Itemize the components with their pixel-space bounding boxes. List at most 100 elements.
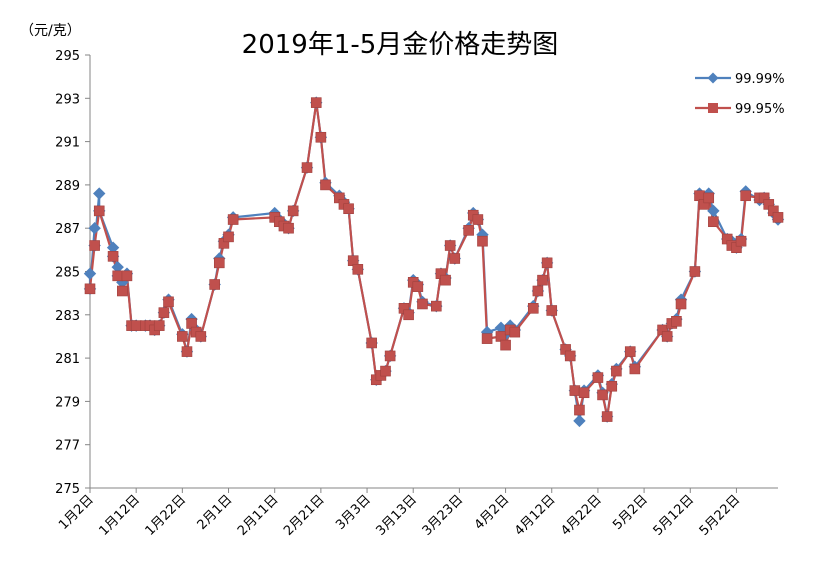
data-point-square: [661, 331, 673, 342]
data-point-square: [84, 283, 96, 295]
data-point-square: [740, 190, 751, 202]
y-tick-label: 277: [55, 439, 80, 454]
data-point-square: [592, 372, 604, 383]
data-point-square: [772, 212, 784, 223]
x-tick-label: 1月2日: [56, 492, 97, 533]
data-point-square: [578, 387, 590, 399]
data-point-square: [153, 320, 165, 331]
data-point-square: [611, 365, 622, 377]
data-point-square: [287, 205, 299, 217]
data-point-square: [403, 309, 414, 321]
data-point-square: [606, 380, 618, 392]
data-point-square: [223, 231, 234, 243]
data-point-square: [601, 411, 613, 422]
data-point-square: [163, 296, 174, 308]
legend: 99.99% 99.95%: [695, 72, 785, 117]
data-point-square: [181, 346, 193, 357]
data-point-square: [546, 305, 558, 316]
legend-label-0: 99.99%: [735, 72, 785, 87]
data-point-square: [343, 203, 354, 215]
series-line-0: [88, 101, 779, 422]
data-point-square: [527, 303, 539, 314]
x-tick-label: 5月22日: [697, 492, 744, 539]
data-point-square: [449, 253, 461, 264]
axes: 275 277 279 281 283 285 287 289 291 293 295 1月2日 1月1…: [55, 49, 778, 539]
data-point-square: [500, 339, 511, 351]
data-point-square: [624, 346, 636, 357]
data-point-square: [380, 365, 391, 377]
y-unit-label: （元/克）: [20, 23, 81, 39]
data-point-square: [708, 216, 719, 228]
x-tick-label: 5月12日: [651, 492, 698, 539]
data-point-square: [444, 240, 456, 251]
data-point-diamond: [573, 414, 586, 428]
series-markers: [83, 96, 785, 428]
data-point-square: [689, 266, 701, 277]
data-point-square: [195, 331, 207, 342]
data-point-square: [366, 337, 377, 349]
x-tick-label: 3月13日: [374, 492, 421, 539]
data-point-square: [107, 251, 119, 262]
y-tick-label: 281: [55, 352, 80, 367]
x-tick-label: 1月22日: [143, 492, 190, 539]
y-tick-label: 293: [55, 92, 80, 107]
data-point-square: [417, 298, 428, 310]
data-point-square: [597, 389, 608, 401]
data-point-square: [629, 363, 641, 375]
data-point-square: [158, 307, 170, 318]
data-point-square: [384, 350, 396, 362]
x-tick-label: 2月21日: [281, 492, 328, 539]
data-point-square: [431, 300, 442, 312]
y-tick-label: 291: [55, 136, 80, 151]
data-point-square: [703, 192, 715, 204]
data-point-square: [472, 214, 484, 225]
data-point-square: [93, 205, 105, 217]
data-point-square: [117, 285, 128, 297]
legend-marker-square: [708, 103, 718, 113]
data-point-square: [89, 240, 100, 251]
data-point-square: [675, 298, 687, 310]
series-lines: [88, 101, 779, 422]
x-tick-label: 4月22日: [558, 492, 605, 539]
data-point-square: [569, 385, 581, 396]
data-point-square: [352, 264, 364, 275]
chart-title: 2019年1-5月金价格走势图: [242, 30, 559, 60]
data-point-diamond: [93, 187, 106, 200]
legend-marker-diamond: [707, 72, 719, 84]
legend-label-1: 99.95%: [735, 102, 785, 117]
data-point-square: [320, 179, 331, 191]
data-point-diamond: [707, 204, 720, 218]
x-tick-label: 3月23日: [420, 492, 467, 539]
data-point-square: [463, 225, 474, 236]
data-point-square: [574, 404, 585, 416]
data-point-square: [227, 214, 239, 225]
data-point-square: [177, 331, 188, 342]
data-point-square: [209, 279, 220, 290]
data-point-diamond: [83, 267, 97, 280]
x-tick-label: 2月1日: [195, 492, 236, 533]
data-point-square: [412, 281, 424, 292]
data-point-square: [301, 162, 313, 173]
data-point-square: [481, 333, 493, 344]
data-point-square: [283, 222, 294, 234]
data-point-square: [671, 315, 682, 327]
data-point-square: [315, 131, 327, 143]
data-point-diamond: [88, 221, 101, 235]
x-tick-label: 5月2日: [610, 492, 651, 533]
data-point-square: [564, 350, 576, 362]
y-tick-label: 279: [55, 395, 80, 410]
y-tick-label: 289: [55, 179, 80, 194]
y-tick-label: 283: [55, 309, 80, 324]
data-point-square: [537, 274, 548, 286]
series-line-1: [88, 101, 779, 418]
data-point-square: [130, 320, 142, 331]
data-point-square: [541, 257, 553, 269]
data-point-square: [121, 270, 133, 282]
data-point-square: [477, 235, 488, 247]
x-tick-label: 2月11日: [235, 492, 282, 539]
data-point-square: [310, 97, 322, 108]
data-point-square: [112, 270, 124, 282]
x-tick-label: 4月2日: [472, 492, 513, 533]
x-tick-label: 4月12日: [512, 492, 559, 539]
